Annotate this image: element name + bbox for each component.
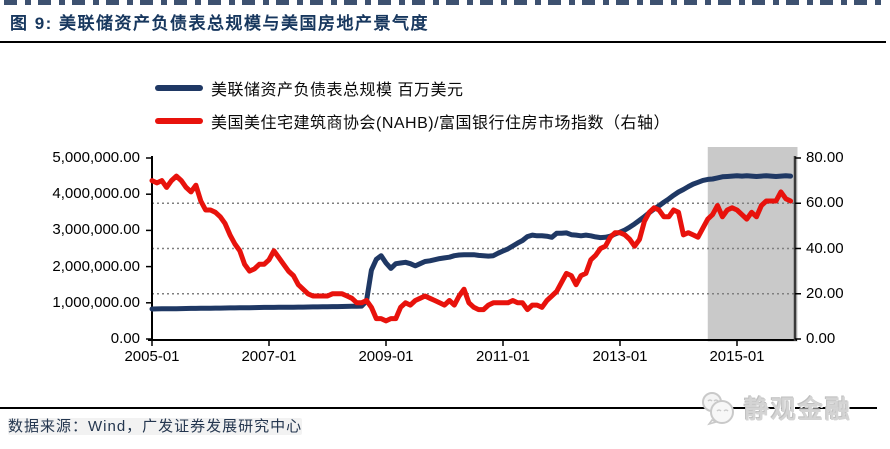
clipped-text-remnant [4,0,886,5]
y-axis-label-right: 40.00 [806,239,844,257]
data-source-note: 数据来源：Wind，广发证券发展研究中心 [8,415,303,436]
series-line [149,173,794,312]
legend-item-nahb: 美国美住宅建筑商协会(NAHB)/富国银行住房市场指数（右轴） [155,109,670,133]
y-axis-label-right: 20.00 [806,284,844,302]
y-axis-label-right: 0.00 [806,330,836,347]
y-axis-label-left: 0.00 [110,330,140,347]
x-axis-label: 2011-01 [476,348,530,365]
y-axis-label-left: 1,000,000.00 [52,293,140,311]
x-axis-label: 2013-01 [592,348,648,365]
highlight-region [707,147,798,342]
x-axis-label: 2015-01 [709,348,765,365]
figure-title: 图 9: 美联储资产负债表总规模与美国房地产景气度 [10,14,430,33]
x-axis-label: 2009-01 [358,348,414,365]
chart-area: 5,000,000.00 4,000,000.00 3,000,000.00 2,00… [0,140,890,370]
y-axis-label-left: 3,000,000.00 [52,221,140,239]
x-axis-label: 2007-01 [241,348,297,365]
legend-line-swatch-red [155,118,203,124]
legend-item-fed: 美联储资产负债表总规模 百万美元 [155,76,463,100]
watermark-logo: 静观金融 [698,390,852,426]
legend-line-swatch-navy [155,85,203,91]
y-axis-label-left: 4,000,000.00 [52,185,140,203]
series-line [149,173,794,324]
y-axis-label-left: 5,000,000.00 [52,149,140,166]
plot-canvas [146,147,801,346]
y-axis-label-left: 2,000,000.00 [52,257,140,275]
legend-label: 美联储资产负债表总规模 百万美元 [211,82,464,99]
x-axis-label: 2005-01 [124,348,180,365]
legend-label: 美国美住宅建筑商协会(NAHB)/富国银行住房市场指数（右轴） [211,115,671,132]
source-text: 数据来源：Wind，广发证券发展研究中心 [8,418,303,435]
wechat-bubbles-icon [702,392,734,426]
y-axis-label-right: 60.00 [806,194,844,212]
y-axis-label-right: 80.00 [806,149,844,166]
footer-rule [0,407,877,409]
title-underline [0,41,886,43]
watermark-text: 静观金融 [744,396,853,424]
